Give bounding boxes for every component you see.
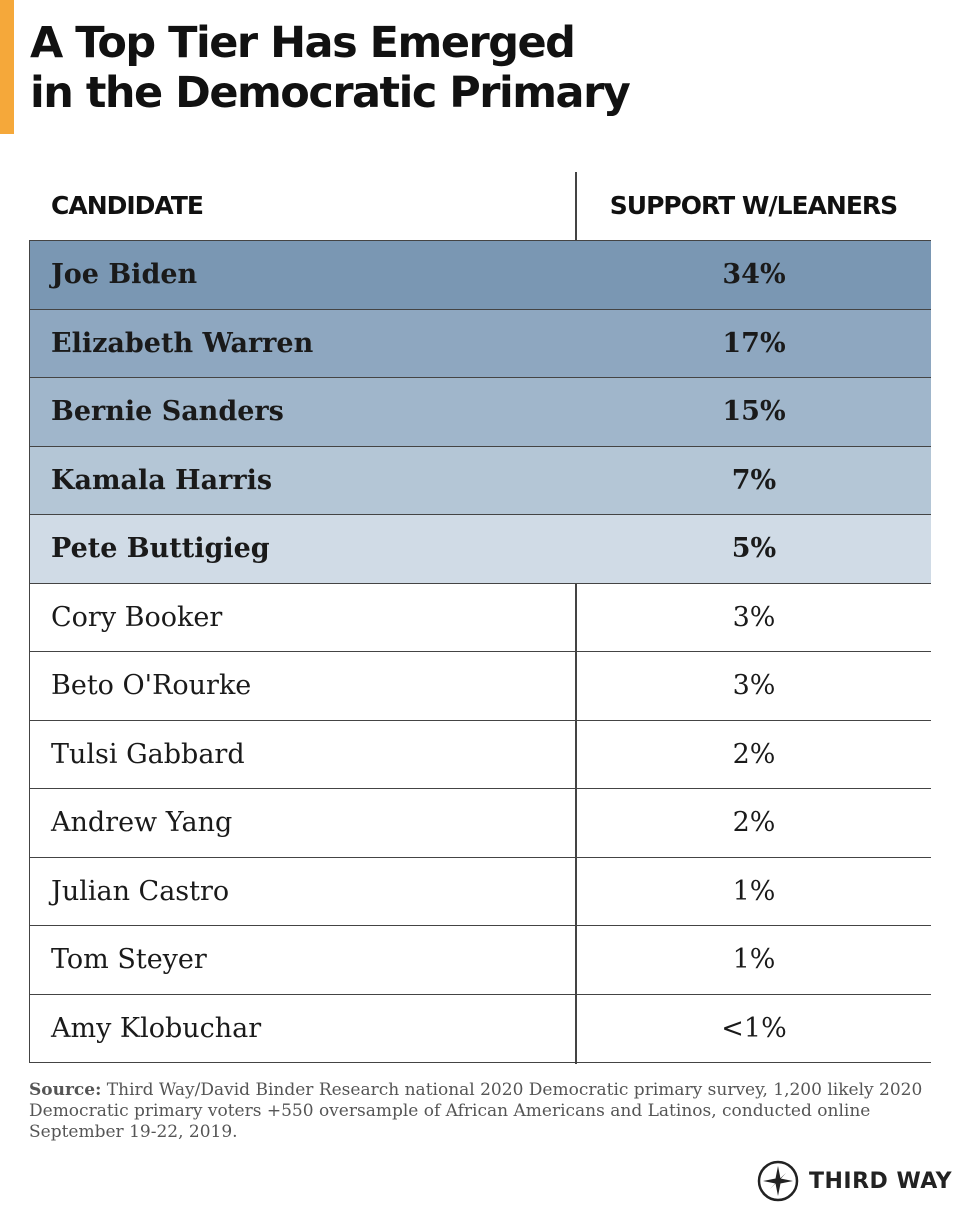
candidate-name: Joe Biden: [51, 259, 198, 290]
table-row: Julian Castro 1%: [30, 858, 931, 926]
table-row: Kamala Harris 7%: [30, 446, 931, 515]
candidate-name: Andrew Yang: [51, 807, 233, 838]
table-row: Beto O'Rourke 3%: [30, 652, 931, 721]
header-support: SUPPORT W/LEANERS: [609, 191, 898, 220]
table-header: CANDIDATE SUPPORT W/LEANERS: [29, 172, 931, 241]
support-value: 1%: [732, 944, 776, 975]
title-line-2: in the Democratic Primary: [30, 68, 631, 118]
candidate-name: Beto O'Rourke: [51, 670, 252, 701]
candidate-name: Julian Castro: [51, 875, 230, 907]
accent-bar: [0, 0, 14, 134]
support-value: 34%: [722, 259, 786, 290]
table-row: Bernie Sanders 15%: [30, 378, 931, 447]
support-value: 3%: [732, 601, 776, 633]
column-divider: [575, 172, 577, 1064]
source-note: Source: Third Way/David Binder Research …: [29, 1080, 939, 1143]
third-way-logo: THIRD WAY: [757, 1160, 952, 1202]
candidate-name: Tulsi Gabbard: [51, 738, 245, 770]
support-value: 3%: [732, 670, 776, 701]
results-table: CANDIDATE SUPPORT W/LEANERS Joe Biden 34%…: [29, 172, 931, 1064]
support-value: 2%: [732, 807, 776, 838]
candidate-name: Amy Klobuchar: [51, 1012, 262, 1044]
table-row: Andrew Yang 2%: [30, 789, 931, 858]
table-row: Cory Booker 3%: [30, 584, 931, 652]
logo-text: THIRD WAY: [809, 1168, 953, 1194]
table-row: Joe Biden 34%: [30, 241, 931, 310]
support-value: 2%: [732, 738, 776, 770]
page-title: A Top Tier Has Emerged in the Democratic…: [30, 18, 631, 118]
source-label: Source:: [29, 1080, 102, 1100]
candidate-name: Elizabeth Warren: [51, 327, 314, 359]
support-value: <1%: [721, 1012, 787, 1044]
candidate-name: Bernie Sanders: [51, 396, 284, 427]
support-value: 1%: [732, 875, 776, 907]
header-candidate: CANDIDATE: [51, 191, 204, 220]
support-value: 15%: [722, 396, 786, 427]
candidate-name: Cory Booker: [51, 601, 223, 633]
source-text: Third Way/David Binder Research national…: [29, 1080, 923, 1142]
candidate-name: Kamala Harris: [51, 464, 273, 496]
table-row: Tulsi Gabbard 2%: [30, 721, 931, 789]
table-row: Tom Steyer 1%: [30, 926, 931, 995]
candidate-name: Tom Steyer: [51, 944, 207, 975]
support-value: 5%: [731, 533, 777, 564]
table-body: Joe Biden 34% Elizabeth Warren 17% Bernie Sa…: [29, 241, 931, 1063]
candidate-name: Pete Buttigieg: [51, 533, 270, 564]
support-value: 17%: [722, 327, 786, 359]
compass-icon: [757, 1160, 799, 1202]
title-line-1: A Top Tier Has Emerged: [30, 18, 576, 68]
table-row: Amy Klobuchar <1%: [30, 995, 931, 1063]
table-row: Elizabeth Warren 17%: [30, 309, 931, 378]
support-value: 7%: [731, 464, 777, 496]
table-row: Pete Buttigieg 5%: [30, 515, 931, 584]
